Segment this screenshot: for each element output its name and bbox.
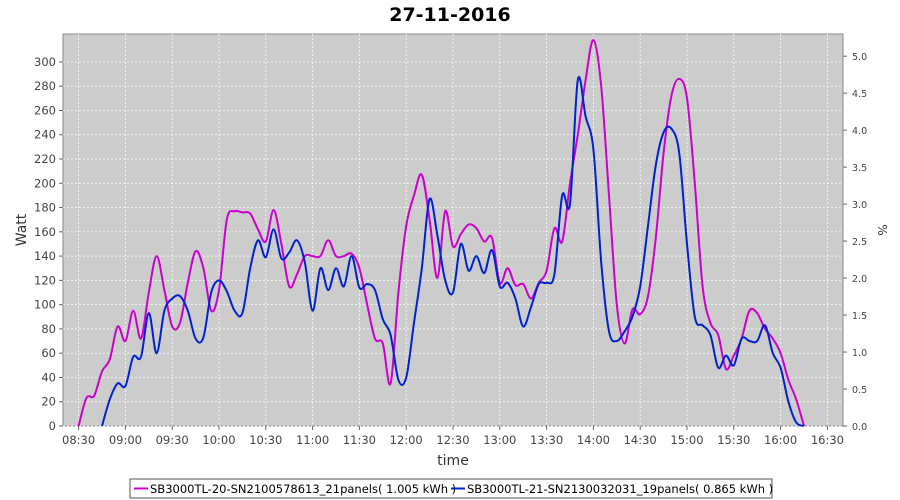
y-tick-label: 140 xyxy=(34,249,56,263)
y-tick-label: 100 xyxy=(34,298,56,312)
x-tick-label: 13:00 xyxy=(483,433,516,447)
y-tick-label: 240 xyxy=(34,128,56,142)
x-tick-label: 13:30 xyxy=(530,433,563,447)
x-tick-label: 09:30 xyxy=(156,433,189,447)
y2-tick-label: 2.0 xyxy=(852,274,867,285)
series-line-1 xyxy=(77,39,805,427)
x-tick-label: 15:30 xyxy=(717,433,750,447)
legend-label-2: SB3000TL-21-SN2130032031_19panels( 0.865… xyxy=(467,482,773,496)
y2-axis-label: % xyxy=(875,224,889,235)
x-tick-label: 14:30 xyxy=(624,433,657,447)
y-tick-label: 120 xyxy=(34,273,56,287)
x-tick-label: 10:00 xyxy=(202,433,235,447)
y-tick-label: 220 xyxy=(34,152,56,166)
y2-tick-label: 1.5 xyxy=(852,311,867,322)
y-tick-label: 40 xyxy=(41,370,56,384)
x-tick-label: 16:00 xyxy=(764,433,797,447)
y-tick-label: 180 xyxy=(34,201,56,215)
x-tick-label: 11:30 xyxy=(343,433,376,447)
y-tick-label: 20 xyxy=(41,395,56,409)
y2-tick-label: 3.5 xyxy=(852,163,867,174)
x-tick-label: 10:30 xyxy=(249,433,282,447)
x-tick-label: 11:00 xyxy=(296,433,329,447)
y-axis-left: 0 20 40 60 80 100 120 140 160 180 200 220 240 260 280 3… xyxy=(34,55,63,433)
y-tick-label: 200 xyxy=(34,176,56,190)
y-tick-label: 300 xyxy=(34,55,56,69)
chart-title: 27-11-2016 xyxy=(389,4,511,26)
legend: SB3000TL-20-SN2100578613_21panels( 1.005… xyxy=(129,478,773,499)
y2-tick-label: 1.0 xyxy=(852,348,867,359)
series-layer xyxy=(77,39,805,427)
y-tick-label: 0 xyxy=(49,419,56,433)
y2-tick-label: 2.5 xyxy=(852,237,867,248)
y-tick-label: 260 xyxy=(34,103,56,117)
x-tick-label: 12:30 xyxy=(436,433,469,447)
x-tick-label: 16:30 xyxy=(811,433,844,447)
y2-tick-label: 4.5 xyxy=(852,89,867,100)
y-tick-label: 280 xyxy=(34,79,56,93)
y2-tick-label: 3.0 xyxy=(852,200,867,211)
x-tick-label: 09:00 xyxy=(109,433,142,447)
y-tick-label: 60 xyxy=(41,346,56,360)
y-tick-label: 160 xyxy=(34,225,56,239)
series-line-2 xyxy=(101,76,805,427)
x-axis-label: time xyxy=(437,453,469,469)
x-tick-label: 08:30 xyxy=(62,433,95,447)
y2-tick-label: 4.0 xyxy=(852,126,867,137)
x-tick-label: 15:00 xyxy=(670,433,703,447)
x-tick-label: 12:00 xyxy=(390,433,423,447)
y2-tick-label: 0.5 xyxy=(852,385,867,396)
legend-label-1: SB3000TL-20-SN2100578613_21panels( 1.005… xyxy=(150,482,456,496)
y-axis-right: 0.0 0.5 1.0 1.5 2.0 2.5 3.0 3.5 4.0 4.5 5.0 xyxy=(843,52,867,433)
y-axis-label: Watt xyxy=(14,213,30,246)
grid xyxy=(62,33,844,427)
y2-tick-label: 0.0 xyxy=(852,422,867,433)
x-tick-label: 14:00 xyxy=(577,433,610,447)
y-tick-label: 80 xyxy=(41,322,56,336)
y2-tick-label: 5.0 xyxy=(852,52,867,63)
x-axis: 08:30 09:00 09:30 10:00 10:30 11:00 11:30 12:00… xyxy=(62,426,844,447)
